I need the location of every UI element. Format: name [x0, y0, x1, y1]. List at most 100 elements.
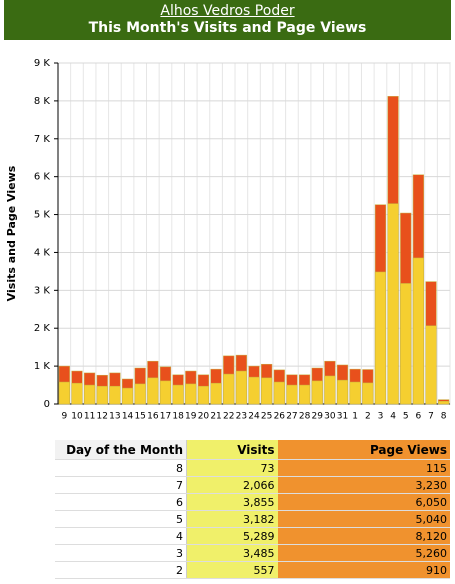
bar: [109, 385, 121, 405]
chart: 0 1 K 2 K 3 K 4 K 5 K 6 K 7 K 8 K 9 K Visits and P…: [5, 58, 451, 421]
x-tick-label: 2: [365, 412, 371, 421]
table-cell: 115: [277, 459, 450, 477]
y-tick-label: 9 K: [34, 58, 51, 69]
table-cell: 8: [55, 459, 187, 477]
x-tick-label: 11: [84, 412, 95, 421]
bar: [387, 203, 399, 405]
bar: [235, 370, 247, 405]
table-cell: 2: [55, 561, 187, 579]
x-tick-label: 9: [61, 412, 67, 421]
x-tick-label: 7: [428, 412, 434, 421]
x-tick-label: 31: [337, 412, 348, 421]
bar: [438, 400, 450, 405]
table-cell: 8,120: [277, 527, 450, 545]
bar: [261, 377, 273, 405]
header-cell: Visits: [186, 440, 278, 460]
y-tick-label: 1 K: [34, 361, 51, 372]
table-cell: 5,260: [277, 544, 450, 562]
table-cell: 910: [277, 561, 450, 579]
bar: [362, 382, 374, 405]
y-axis-label: Visits and Page Views: [5, 165, 18, 301]
x-tick-label: 16: [147, 412, 159, 421]
table-cell: 7: [55, 476, 187, 494]
x-tick-label: 28: [299, 412, 311, 421]
bar: [223, 373, 235, 405]
x-tick-label: 5: [403, 412, 409, 421]
bar: [374, 271, 387, 405]
bar: [248, 376, 260, 405]
bar: [172, 384, 184, 405]
bar: [197, 385, 209, 405]
bar: [71, 382, 83, 405]
table-cell: 5,289: [186, 527, 278, 545]
x-tick-label: 3: [378, 412, 384, 421]
x-tick-label: 30: [324, 412, 336, 421]
table-cell: 6,050: [277, 493, 450, 511]
y-tick-label: 2 K: [34, 323, 51, 334]
bar: [425, 325, 437, 405]
y-tick-label: 4 K: [34, 247, 51, 258]
x-tick-label: 22: [223, 412, 234, 421]
x-tick-label: 23: [236, 412, 247, 421]
x-tick-label: 10: [71, 412, 83, 421]
table-cell: 5: [55, 510, 187, 528]
table-cell: 73: [186, 459, 278, 477]
table-cell: 6: [55, 493, 187, 511]
bar: [273, 381, 285, 405]
table-cell: 5,040: [277, 510, 450, 528]
x-tick-label: 21: [210, 412, 221, 421]
x-tick-label: 29: [311, 412, 323, 421]
table-row: 8 73 115: [55, 459, 450, 477]
bar: [121, 387, 134, 405]
bar: [84, 384, 96, 405]
bar: [349, 381, 361, 405]
y-tick-label: 0: [44, 399, 50, 410]
table-cell: 4: [55, 527, 187, 545]
table-row: 4 5,289 8,120: [55, 527, 450, 545]
x-tick-label: 25: [261, 412, 272, 421]
table-cell: 3,485: [186, 544, 278, 562]
x-tick-label: 4: [390, 412, 396, 421]
x-tick-label: 17: [160, 412, 171, 421]
bar: [400, 283, 412, 405]
x-tick-label: 6: [416, 412, 422, 421]
x-tick-label: 27: [286, 412, 297, 421]
table-row: 2 557 910: [55, 561, 450, 579]
x-tick-label: 1: [352, 412, 358, 421]
y-tick-label: 5 K: [34, 210, 51, 221]
table-row: 3 3,485 5,260: [55, 544, 450, 562]
table-cell: 3,855: [186, 493, 278, 511]
bar: [185, 383, 197, 405]
table-cell: 3,230: [277, 476, 450, 494]
data-table: Day of the Month Visits Page Views 8 73 115 7 2…: [55, 440, 450, 579]
x-tick-label: 20: [198, 412, 210, 421]
table-row: 6 3,855 6,050: [55, 493, 450, 511]
bar: [210, 382, 222, 405]
bar: [311, 380, 323, 405]
header-cell: Page Views: [277, 440, 450, 460]
bar: [299, 384, 311, 405]
page-title: This Month's Visits and Page Views: [88, 20, 367, 36]
x-tick-label: 18: [172, 412, 184, 421]
x-tick-label: 19: [185, 412, 197, 421]
x-tick-label: 12: [97, 412, 108, 421]
x-tick-label: 13: [109, 412, 120, 421]
header-row: Day of the Month Visits Page Views: [55, 440, 450, 460]
bar: [336, 379, 349, 405]
x-tick-label: 24: [248, 412, 260, 421]
bar: [324, 375, 336, 405]
y-tick-label: 7 K: [34, 134, 51, 145]
header-cell: Day of the Month: [55, 440, 187, 460]
y-tick-label: 6 K: [34, 172, 51, 183]
bar: [134, 383, 146, 405]
site-link[interactable]: Alhos Vedros Poder: [160, 3, 295, 19]
table-cell: 3: [55, 544, 187, 562]
y-tick-label: 8 K: [34, 96, 51, 107]
x-tick-label: 14: [122, 412, 134, 421]
bar: [159, 380, 172, 405]
table-cell: 557: [186, 561, 278, 579]
header: Alhos Vedros Poder This Month's Visits a…: [4, 0, 451, 40]
bar: [96, 385, 108, 405]
x-tick-label: 15: [134, 412, 145, 421]
